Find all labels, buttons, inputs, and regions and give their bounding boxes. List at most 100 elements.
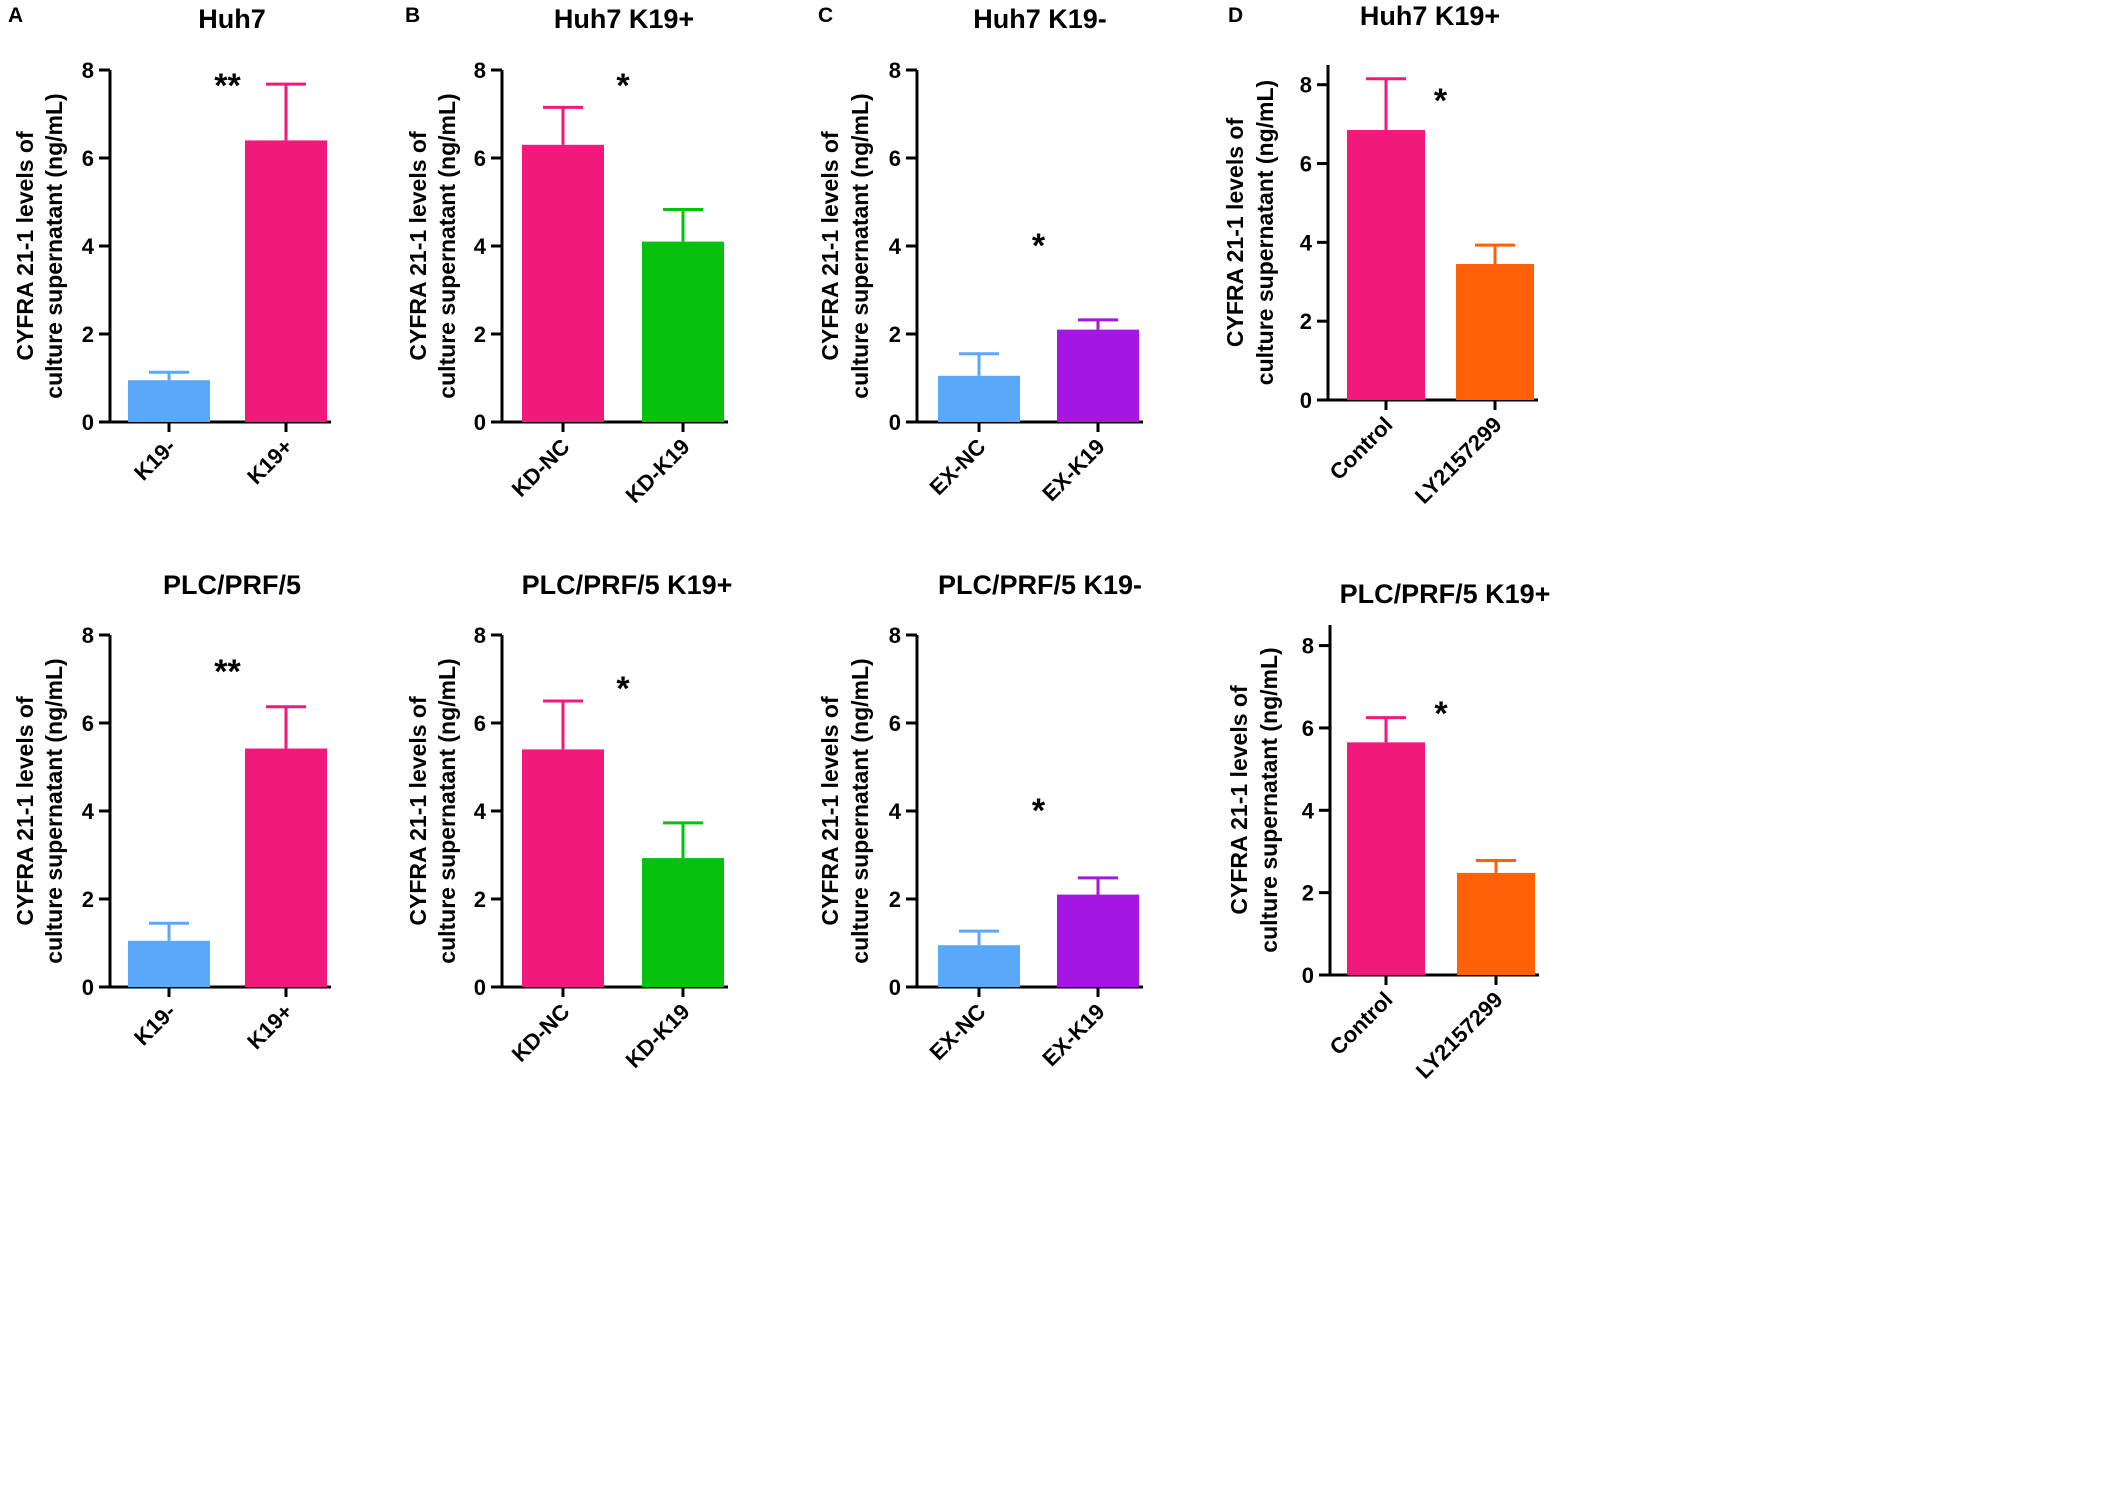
y-tick-label: 8 [1302, 634, 1314, 659]
y-axis-label: culture supernatant (ng/mL) [434, 93, 460, 398]
y-axis-label: CYFRA 21-1 levels of [405, 131, 431, 361]
y-tick-label: 0 [82, 410, 94, 435]
y-tick-label: 8 [82, 623, 94, 648]
y-tick-label: 8 [474, 623, 486, 648]
bar-ly2157299 [1456, 264, 1534, 400]
bar-k19 [128, 940, 210, 987]
x-category-label: EX-K19 [1037, 434, 1109, 506]
x-category-label: K19- [129, 999, 180, 1050]
chart-title: PLC/PRF/5 K19+ [522, 570, 733, 600]
y-tick-label: 6 [474, 146, 486, 171]
y-tick-label: 6 [82, 711, 94, 736]
chart-title: Huh7 K19+ [554, 4, 694, 34]
bar-ly2157299 [1457, 872, 1535, 975]
panel-letter: D [1228, 4, 1243, 27]
y-tick-label: 4 [474, 234, 487, 259]
significance-marker: ** [214, 67, 241, 105]
chart-panel-1: A Huh7 CYFRA 21-1 levels of culture superna… [8, 4, 331, 489]
chart-title: Huh7 [198, 4, 266, 34]
significance-marker: * [1434, 695, 1448, 733]
bar-kdk19 [642, 858, 724, 987]
chart-title: Huh7 K19+ [1360, 1, 1500, 31]
y-tick-label: 0 [82, 975, 94, 1000]
chart-panel-5: PLC/PRF/5 CYFRA 21-1 levels of culture sup… [12, 570, 331, 1054]
y-tick-label: 2 [82, 322, 94, 347]
significance-marker: * [616, 670, 630, 708]
y-tick-label: 4 [474, 799, 487, 824]
y-tick-label: 2 [1302, 881, 1314, 906]
y-tick-label: 6 [889, 146, 901, 171]
x-category-label: Control [1325, 987, 1398, 1060]
significance-marker: * [1032, 792, 1046, 830]
bar-exk19 [1057, 894, 1139, 987]
y-tick-label: 4 [889, 234, 902, 259]
y-axis-label: CYFRA 21-1 levels of [817, 131, 843, 361]
chart-panel-3: C Huh7 K19- CYFRA 21-1 levels of culture su… [817, 4, 1143, 506]
y-tick-label: 2 [889, 887, 901, 912]
y-tick-label: 2 [474, 322, 486, 347]
bar-kdk19 [642, 241, 724, 422]
significance-marker: * [616, 67, 630, 105]
y-tick-label: 6 [82, 146, 94, 171]
chart-panel-4: D Huh7 K19+ CYFRA 21-1 levels of culture su… [1222, 1, 1538, 509]
panel-letter: B [405, 4, 420, 27]
y-axis-label: culture supernatant (ng/mL) [434, 658, 460, 963]
bar-exk19 [1057, 329, 1139, 422]
y-tick-label: 2 [474, 887, 486, 912]
y-axis-label: CYFRA 21-1 levels of [817, 696, 843, 926]
bar-control [1347, 742, 1425, 975]
x-category-label: EX-NC [924, 999, 990, 1065]
chart-title: Huh7 K19- [973, 4, 1107, 34]
x-category-label: LY2157299 [1411, 987, 1508, 1084]
y-axis-label: culture supernatant (ng/mL) [847, 658, 873, 963]
y-tick-label: 2 [82, 887, 94, 912]
chart-title: PLC/PRF/5 K19+ [1340, 579, 1551, 609]
y-tick-label: 8 [1300, 73, 1312, 98]
y-tick-label: 4 [889, 799, 902, 824]
bar-kdnc [522, 144, 604, 423]
y-tick-label: 8 [889, 623, 901, 648]
x-category-label: K19+ [242, 999, 297, 1054]
y-axis-label: CYFRA 21-1 levels of [12, 131, 38, 361]
y-tick-label: 0 [474, 410, 486, 435]
x-category-label: K19- [129, 434, 180, 485]
y-tick-label: 0 [474, 975, 486, 1000]
y-tick-label: 2 [889, 322, 901, 347]
y-tick-label: 4 [82, 234, 95, 259]
y-tick-label: 2 [1300, 309, 1312, 334]
bar-exnc [938, 375, 1020, 422]
y-axis-label: culture supernatant (ng/mL) [1256, 647, 1282, 952]
chart-panel-2: B Huh7 K19+ CYFRA 21-1 levels of culture su… [405, 4, 728, 508]
y-axis-label: culture supernatant (ng/mL) [847, 93, 873, 398]
y-axis-label: CYFRA 21-1 levels of [12, 696, 38, 926]
y-tick-label: 6 [1300, 152, 1312, 177]
y-tick-label: 0 [1300, 388, 1312, 413]
y-axis-label: culture supernatant (ng/mL) [1252, 80, 1278, 385]
y-tick-label: 0 [1302, 963, 1314, 988]
y-tick-label: 0 [889, 410, 901, 435]
y-tick-label: 8 [82, 58, 94, 83]
bar-control [1347, 130, 1425, 400]
x-category-label: EX-NC [924, 434, 990, 500]
x-category-label: EX-K19 [1037, 999, 1109, 1071]
x-category-label: KD-K19 [621, 434, 695, 508]
y-tick-label: 4 [82, 799, 95, 824]
chart-title: PLC/PRF/5 [163, 570, 301, 600]
chart-panel-6: PLC/PRF/5 K19+ CYFRA 21-1 levels of cultur… [405, 570, 732, 1073]
y-tick-label: 4 [1300, 230, 1313, 255]
bar-exnc [938, 945, 1020, 987]
y-tick-label: 6 [474, 711, 486, 736]
significance-marker: ** [214, 653, 241, 691]
chart-panel-7: PLC/PRF/5 K19- CYFRA 21-1 levels of cultur… [817, 570, 1143, 1071]
x-category-label: KD-NC [507, 999, 575, 1067]
y-tick-label: 8 [474, 58, 486, 83]
significance-marker: * [1032, 227, 1046, 265]
y-axis-label: CYFRA 21-1 levels of [1222, 118, 1248, 348]
y-tick-label: 6 [889, 711, 901, 736]
x-category-label: K19+ [242, 434, 297, 489]
panel-letter: A [8, 4, 23, 27]
y-axis-label: culture supernatant (ng/mL) [41, 658, 67, 963]
y-axis-label: CYFRA 21-1 levels of [405, 696, 431, 926]
x-category-label: KD-K19 [621, 999, 695, 1073]
